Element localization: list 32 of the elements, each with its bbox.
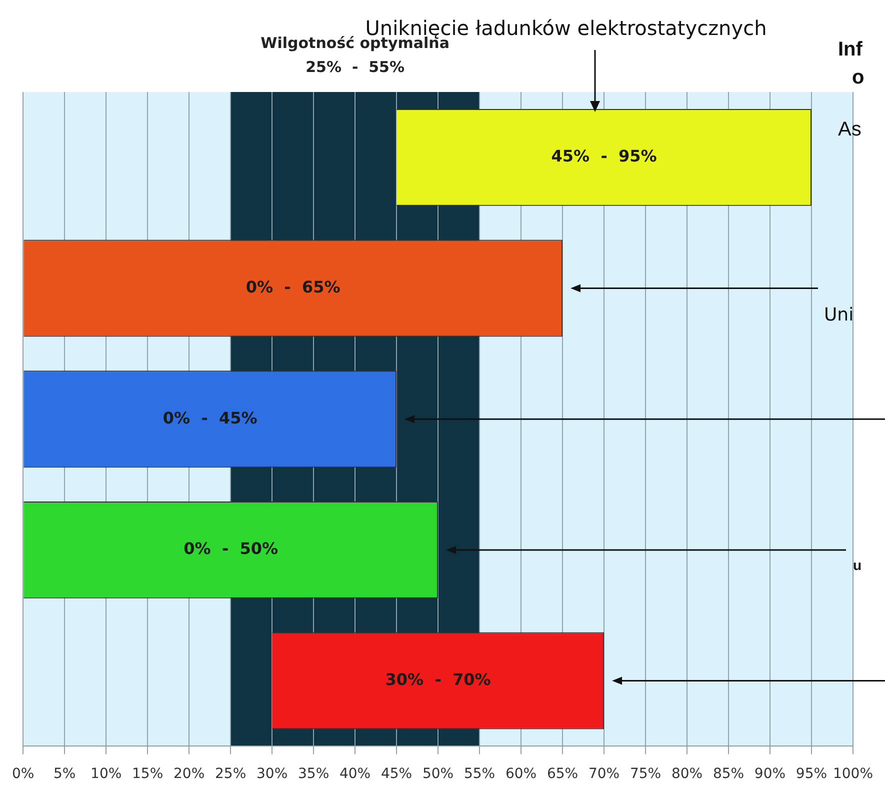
x-tick-label: 100% [832, 766, 874, 782]
x-tick-label: 40% [339, 766, 371, 782]
x-tick-label: 50% [422, 766, 454, 782]
x-tick-label: 20% [174, 766, 205, 782]
annotation: 45% - 95% [551, 146, 657, 166]
x-tick-label: 55% [464, 766, 496, 782]
x-tick-label: 75% [630, 766, 662, 782]
x-tick-label: 5% [53, 766, 76, 782]
annotation: 0% - 65% [246, 277, 340, 296]
annotation: 0% - 50% [184, 539, 278, 558]
x-tick-label: 30% [256, 766, 288, 782]
x-tick-label: 10% [90, 766, 122, 782]
text: Inf [838, 38, 863, 61]
x-tick-label: 35% [298, 766, 330, 782]
x-tick-label: 70% [588, 766, 620, 782]
annotation: Uni [824, 304, 854, 326]
x-tick-label: 95% [796, 766, 828, 782]
x-tick-label: 45% [380, 766, 412, 782]
annotation: 0% - 45% [162, 408, 258, 428]
annotation: u [853, 556, 862, 573]
x-tick-label: 80% [671, 766, 703, 782]
x-tick-label: 65% [546, 766, 578, 782]
x-tick-label: 15% [132, 766, 164, 782]
x-tick-label: 60% [505, 766, 537, 782]
text: o [852, 66, 864, 89]
x-tick-label: 0% [12, 766, 34, 782]
annotation: As [838, 118, 862, 141]
x-tick-label: 90% [754, 766, 786, 782]
x-tick-label: 85% [712, 766, 744, 782]
annotation: 30% - 70% [385, 670, 491, 689]
x-tick-label: 25% [215, 766, 246, 782]
text: Uniknięcie ładunków elektrostatycznych [365, 16, 767, 40]
